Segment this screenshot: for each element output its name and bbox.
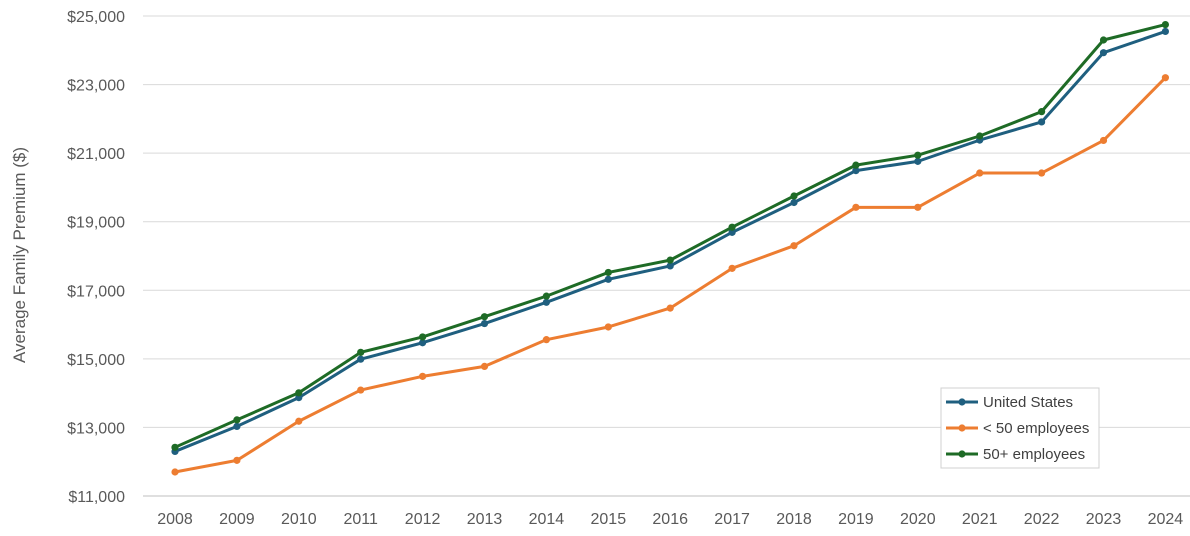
x-tick-label: 2020 (900, 511, 936, 528)
series-2 (171, 20, 1169, 451)
x-tick-label: 2012 (405, 511, 441, 528)
data-point (1161, 27, 1169, 36)
y-tick-label: $23,000 (67, 78, 125, 95)
data-point (1099, 136, 1108, 145)
x-tick-label: 2021 (962, 511, 998, 528)
x-tick-label: 2017 (714, 511, 750, 528)
data-point (542, 298, 551, 306)
x-tick-label: 2024 (1148, 511, 1184, 528)
series-1 (171, 74, 1169, 476)
y-tick-label: $11,000 (68, 489, 125, 506)
data-point (914, 157, 922, 165)
data-point (666, 262, 674, 270)
x-tick-label: 2016 (652, 511, 688, 528)
x-tick-label: 2009 (219, 511, 255, 528)
data-point (914, 203, 922, 211)
data-point (233, 456, 241, 464)
data-point (604, 275, 612, 283)
data-point (728, 228, 736, 236)
data-point (1099, 36, 1108, 44)
y-tick-label: $17,000 (67, 283, 125, 300)
data-point (976, 132, 984, 140)
data-point (480, 313, 489, 321)
data-point (357, 355, 365, 363)
data-point (1038, 118, 1046, 126)
data-point (233, 422, 241, 430)
data-point (171, 443, 179, 451)
legend: United States < 50 employees 50+ employees (940, 387, 1100, 469)
x-tick-label: 2015 (591, 511, 627, 528)
gridlines (143, 15, 1190, 497)
data-point (976, 169, 984, 177)
data-point (171, 468, 179, 476)
data-point (542, 336, 551, 344)
data-point (728, 223, 736, 231)
data-point (1099, 49, 1108, 57)
legend-label: 50+ employees (983, 446, 1085, 463)
data-point (295, 389, 303, 397)
data-point (790, 242, 798, 250)
data-point (542, 292, 551, 300)
data-point (233, 416, 241, 424)
x-tick-label: 2019 (838, 511, 874, 528)
y-axis-ticks: $11,000 $13,000 $15,000 $17,000 $19,000 $21,0… (67, 9, 125, 506)
data-point (295, 417, 303, 425)
data-point (604, 268, 612, 277)
y-tick-label: $25,000 (67, 9, 125, 26)
legend-marker (958, 424, 966, 432)
data-point (728, 264, 736, 272)
y-tick-label: $21,000 (67, 146, 125, 163)
y-axis-label: Average Family Premium ($) (10, 147, 29, 363)
data-point (1161, 74, 1169, 82)
x-tick-label: 2010 (281, 511, 317, 528)
data-point (1161, 20, 1169, 29)
data-point (419, 339, 427, 347)
data-point (852, 161, 860, 169)
data-point (357, 386, 365, 394)
x-axis-ticks: 2008 2009 2010 2011 2012 2013 2014 2015 2016 2017… (157, 511, 1183, 528)
x-tick-label: 2013 (467, 511, 503, 528)
data-point (419, 372, 427, 380)
data-point (419, 333, 427, 341)
x-tick-label: 2023 (1086, 511, 1122, 528)
data-point (666, 256, 674, 264)
x-tick-label: 2018 (776, 511, 812, 528)
x-tick-label: 2011 (343, 511, 378, 528)
data-point (914, 151, 922, 159)
y-tick-label: $13,000 (67, 420, 125, 437)
data-point (604, 323, 612, 331)
data-point (480, 362, 489, 370)
x-tick-label: 2022 (1024, 511, 1060, 528)
data-point (790, 198, 798, 207)
data-point (790, 192, 798, 200)
legend-label: United States (983, 394, 1073, 411)
legend-marker (958, 450, 966, 458)
data-point (1038, 169, 1046, 177)
legend-marker (958, 398, 966, 406)
series-lines (171, 20, 1169, 476)
y-tick-label: $19,000 (67, 215, 125, 232)
data-point (852, 203, 860, 211)
x-tick-label: 2014 (529, 511, 565, 528)
data-point (480, 319, 489, 328)
legend-label: < 50 employees (983, 420, 1089, 437)
data-point (852, 167, 860, 175)
data-point (357, 348, 365, 356)
y-tick-label: $15,000 (67, 352, 125, 369)
data-point (1038, 108, 1046, 116)
data-point (666, 304, 674, 312)
x-tick-label: 2008 (157, 511, 193, 528)
